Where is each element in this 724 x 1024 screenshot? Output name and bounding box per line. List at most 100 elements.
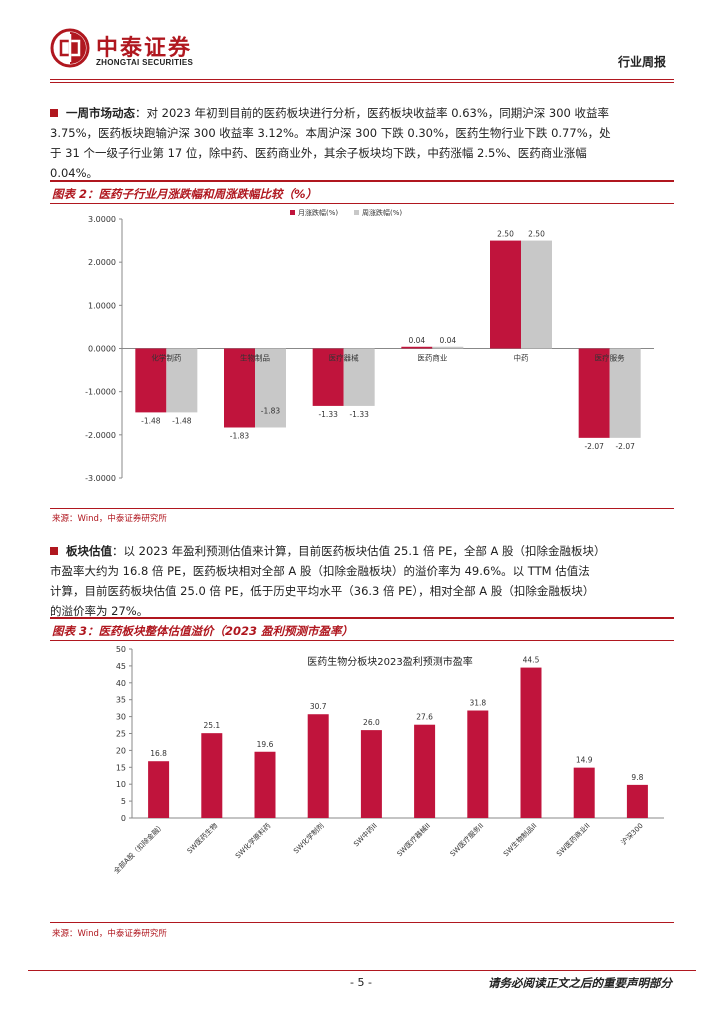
data-label: -1.33 (349, 410, 369, 419)
data-label: 9.8 (631, 773, 643, 782)
y-tick-label: -3.0000 (85, 474, 116, 483)
paragraph-lead: 板块估值 (66, 544, 112, 558)
bar-month (135, 348, 167, 413)
data-label: 0.04 (439, 336, 456, 345)
data-label: 27.6 (416, 713, 433, 722)
data-label: -1.33 (318, 410, 338, 419)
bar-pe (520, 667, 542, 818)
data-label: 31.8 (469, 699, 486, 708)
disclaimer-note: 请务必阅读正文之后的重要声明部分 (488, 976, 672, 990)
y-tick-label: 0.0000 (88, 345, 116, 354)
y-tick-label: 30 (116, 713, 126, 722)
data-label: 2.50 (497, 230, 514, 239)
x-category-label: 医疗器械 (329, 353, 359, 363)
figure-3-title: 图表 3：医药板块整体估值溢价（2023 盈利预测市盈率） (52, 624, 354, 638)
bar-pe (573, 767, 595, 818)
y-tick-label: -1.0000 (85, 388, 116, 397)
x-category-label: 沪深300 (619, 821, 645, 847)
y-tick-label: 35 (116, 696, 126, 705)
y-tick-label: 50 (116, 645, 126, 654)
data-label: -2.07 (584, 442, 604, 451)
bar-pe (307, 714, 329, 818)
paragraph-line: 于 31 个一级子行业第 17 位，除中药、医药商业外，其余子板块均下跌，中药涨… (50, 146, 587, 160)
paragraph-line: 的溢价率为 27%。 (50, 604, 149, 618)
zhongtai-logo-icon (50, 28, 90, 68)
logo-chinese-name: 中泰证券 (96, 36, 193, 61)
bar-month (578, 348, 610, 438)
paragraph-line: 市盈率大约为 16.8 倍 PE，医药板块相对全部 A 股（扣除金融板块）的溢价… (50, 564, 590, 578)
y-tick-label: 25 (116, 730, 126, 739)
bar-month (401, 346, 433, 349)
y-tick-label: 5 (121, 797, 126, 806)
sector-pe-chart: 0 5 10 15 20 25 30 35 40 45 50 医药生物分板块2023盈利预测市盈率 16… (112, 645, 664, 875)
data-label: 14.9 (576, 756, 593, 765)
report-type: 行业周报 (617, 55, 666, 69)
x-category-label: 医药商业 (417, 353, 447, 363)
bar-week (166, 348, 198, 413)
data-label: 16.8 (150, 749, 167, 758)
header-divider (50, 79, 674, 80)
legend-label: 周涨跌幅(%) (362, 208, 402, 217)
paragraph-lead: 一周市场动态 (66, 106, 135, 120)
data-label: -1.48 (141, 416, 161, 425)
paragraph-line: ：以 2023 年盈利预测估值来计算，目前医药板块估值 25.1 倍 PE，全部… (112, 544, 606, 558)
figure-3-source: 来源：Wind，中泰证券研究所 (52, 929, 167, 939)
x-category-label: SW中药II (352, 821, 379, 848)
bar-pe (254, 751, 276, 818)
data-label: -1.48 (172, 416, 192, 425)
data-label: 25.1 (203, 721, 220, 730)
bar-week (609, 348, 641, 438)
x-category-label: SW医疗服务II (448, 821, 485, 858)
y-tick-label: -2.0000 (85, 431, 116, 440)
x-category-label: SW化学制剂 (291, 821, 325, 855)
bar-pe (201, 733, 223, 818)
y-tick-label: 40 (116, 679, 126, 688)
x-category-label: 医疗服务 (595, 353, 625, 363)
data-label: -1.83 (230, 431, 250, 440)
bar-month (490, 240, 521, 349)
y-tick-label: 45 (116, 662, 126, 671)
x-category-label: 化学制药 (151, 353, 181, 363)
data-label: 30.7 (310, 702, 327, 711)
legend-label: 月涨跌幅(%) (298, 208, 338, 217)
data-label: 26.0 (363, 718, 380, 727)
figure-2-title: 图表 2：医药子行业月涨跌幅和周涨跌幅比较（%） (52, 187, 318, 201)
bar-week (432, 346, 464, 349)
data-label: 44.5 (523, 656, 540, 665)
figure-top-rule (50, 617, 674, 619)
x-category-label: SW医药商业II (554, 821, 591, 858)
bar-week (255, 348, 286, 428)
paragraph-line: ：对 2023 年初到目前的医药板块进行分析，医药板块收益率 0.63%，同期沪… (135, 106, 610, 120)
legend-swatch (354, 210, 359, 215)
y-tick-label: 0 (121, 814, 126, 823)
data-label: -1.83 (261, 406, 281, 415)
page-number: - 5 - (350, 976, 372, 989)
paragraph-line: 0.04%。 (50, 166, 99, 180)
y-tick-label: 20 (116, 746, 126, 755)
x-category-label: SW医疗器械II (395, 821, 432, 858)
x-category-label: 全部A股（扣除金融） (112, 821, 166, 875)
y-tick-label: 2.0000 (88, 258, 116, 267)
data-label: 0.04 (408, 336, 425, 345)
figure-bottom-rule (50, 508, 674, 509)
chart-title: 医药生物分板块2023盈利预测市盈率 (307, 655, 472, 668)
data-label: -2.07 (615, 442, 635, 451)
bar-week (521, 240, 552, 349)
y-tick-label: 3.0000 (88, 215, 116, 224)
paragraph-line: 计算，目前医药板块估值 25.0 倍 PE，低于历史平均水平（36.3 倍 PE… (50, 584, 595, 598)
x-category-label: SW生物制品II (501, 821, 538, 858)
bar-week (343, 348, 375, 406)
y-tick-label: 1.0000 (88, 301, 116, 310)
footer-divider (28, 970, 696, 971)
market-dynamics-paragraph: 一周市场动态：对 2023 年初到目前的医药板块进行分析，医药板块收益率 0.6… (50, 103, 674, 183)
figure-top-rule (50, 180, 674, 182)
bar-month (312, 348, 344, 406)
company-logo: 中泰证券 ZHONGTAI SECURITIES (50, 28, 250, 72)
subsector-change-chart: 3.0000 2.0000 1.0000 0.0000 -1.0000 -2.0000 -3… (85, 208, 654, 483)
data-label: 19.6 (257, 740, 274, 749)
paragraph-line: 3.75%，医药板块跑输沪深 300 收益率 3.12%。本周沪深 300 下跌… (50, 126, 611, 140)
bar-month (224, 348, 255, 428)
bar-pe (414, 724, 436, 818)
bar-pe (360, 730, 382, 818)
bar-pe (148, 761, 170, 818)
